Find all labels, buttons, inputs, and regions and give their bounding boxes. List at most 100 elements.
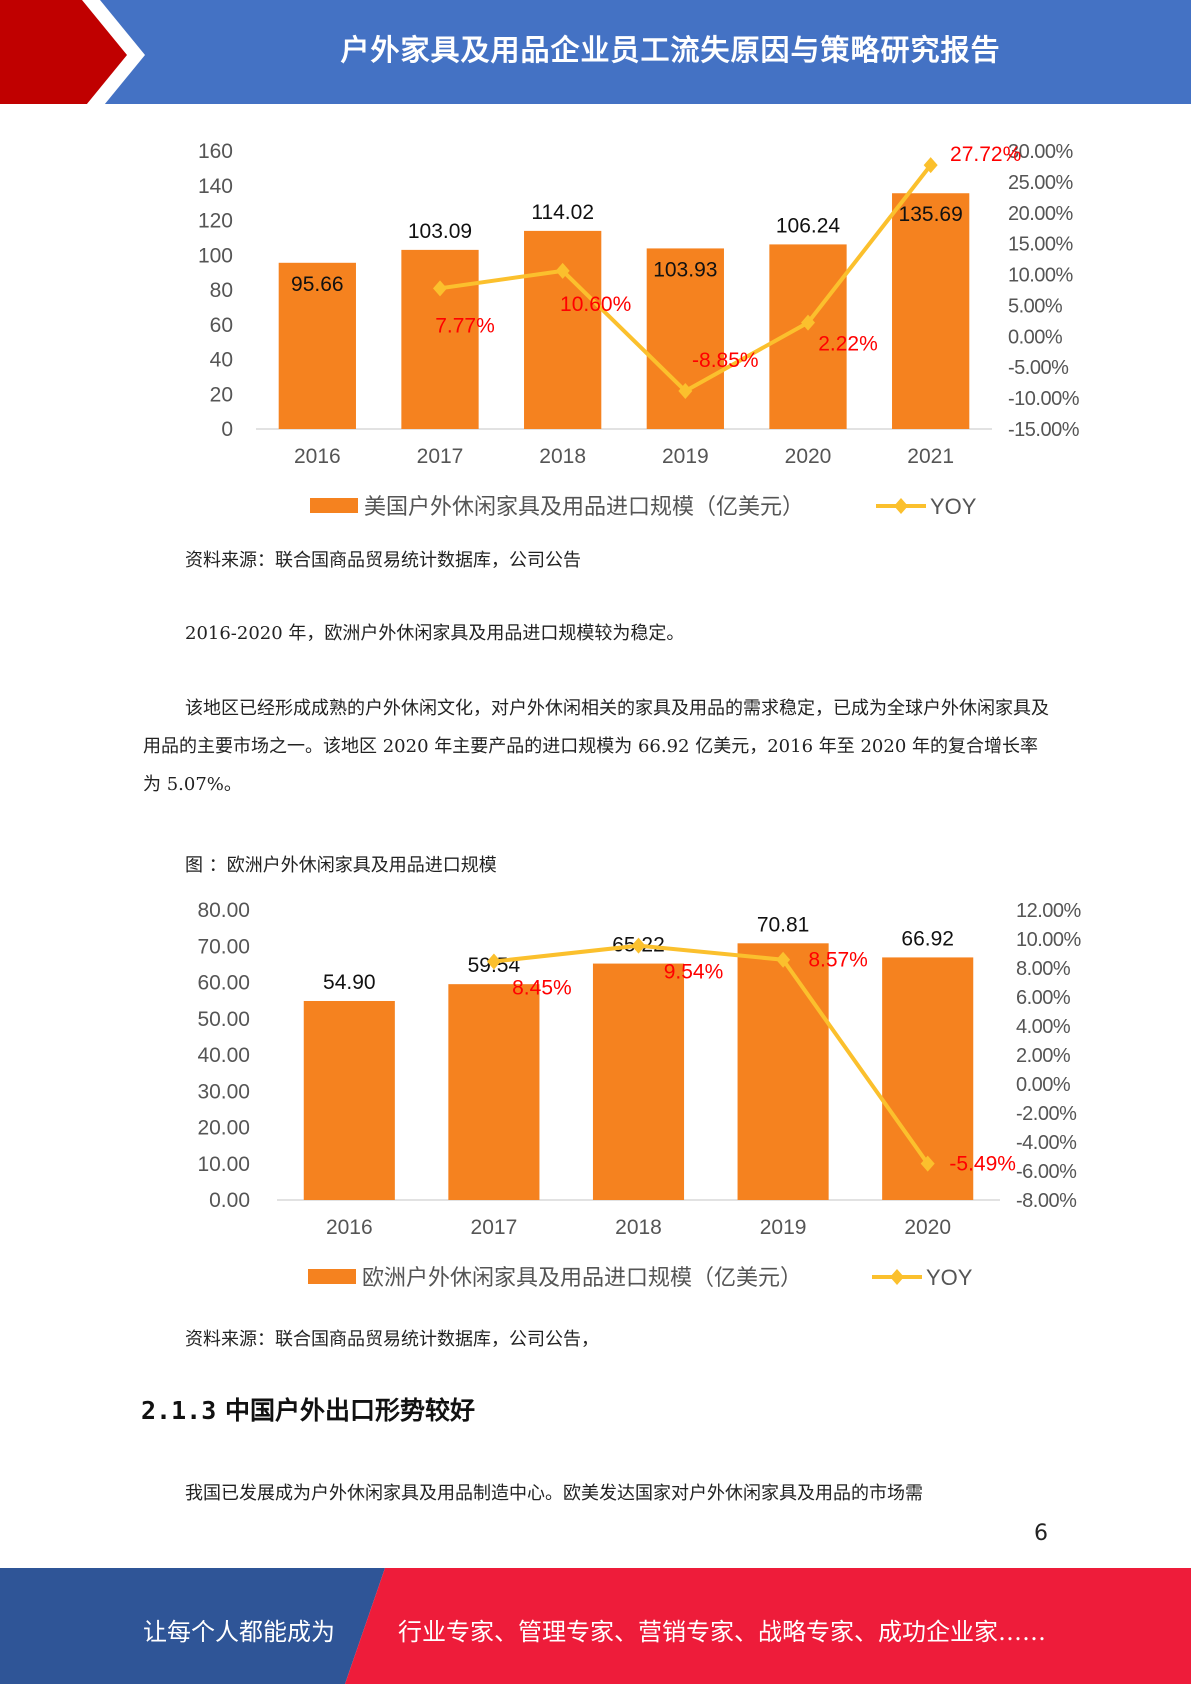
- figure-caption: 图 ：欧洲户外休闲家具及用品进口规模: [185, 855, 497, 876]
- section-title-text: 中国户外出口形势较好: [224, 1396, 475, 1425]
- paragraph-china-export: 我国已发展成为户外休闲家具及用品制造中心。欧美发达国家对户外休闲家具及用品的市场…: [185, 1483, 923, 1504]
- yoy-value-label: -5.49%: [949, 1153, 1016, 1176]
- y-right-tick-label: -15.00%: [1008, 419, 1080, 441]
- bar-2019: [737, 943, 829, 1200]
- yoy-point-marker: [486, 953, 501, 970]
- y-right-tick-label: 0.00%: [1008, 326, 1063, 348]
- y-right-tick-label: 5.00%: [1008, 295, 1063, 317]
- x-tick-label: 2019: [662, 445, 709, 468]
- y-right-tick-label: 30.00%: [1008, 141, 1074, 163]
- bar-2018: [592, 963, 685, 1200]
- y-right-tick-label: 20.00%: [1008, 203, 1074, 225]
- yoy-value-label: 2.22%: [818, 333, 878, 356]
- yoy-point-marker: [678, 383, 693, 400]
- bar-2017: [448, 984, 540, 1200]
- source-note-2: 资料来源：联合国商品贸易统计数据库，公司公告，: [185, 1329, 599, 1350]
- page-footer: [0, 1568, 1191, 1684]
- chart-us-imports-svg: 0 20 40 60 80 100 120 140 160 -15.00% -10.00% -5.00…: [198, 140, 1080, 519]
- bar-2016: [303, 1000, 395, 1200]
- y-left-tick-label: 20.00: [197, 1117, 250, 1140]
- yoy-point-marker: [923, 157, 938, 174]
- bar-value-label: 54.90: [323, 971, 376, 994]
- bar-value-label: 114.02: [531, 201, 594, 224]
- yoy-point-marker: [801, 314, 815, 331]
- x-tick-label: 2016: [326, 1216, 373, 1239]
- y-left-tick-label: 20: [210, 383, 233, 406]
- yoy-point-marker: [920, 1155, 935, 1172]
- x-tick-label: 2019: [760, 1216, 807, 1239]
- yoy-value-label: 8.45%: [512, 976, 572, 999]
- source-note-1: 资料来源：联合国商品贸易统计数据库，公司公告: [185, 550, 581, 571]
- report-title: 户外家具及用品企业员工流失原因与策略研究报告: [340, 33, 1001, 67]
- yoy-value-label: 9.54%: [664, 961, 724, 984]
- y-right-tick-label: -6.00%: [1016, 1161, 1077, 1183]
- bar-value-label: 103.93: [653, 258, 717, 281]
- legend-line-marker: [890, 1269, 904, 1285]
- y-left-tick-label: 10.00: [197, 1153, 250, 1176]
- y-right-tick-label: 0.00%: [1016, 1074, 1071, 1096]
- footer-slogan-left: 让每个人都能成为: [143, 1618, 335, 1646]
- x-tick-label: 2018: [615, 1216, 662, 1239]
- legend-bar-swatch: [308, 1269, 356, 1284]
- yoy-value-label: 10.60%: [560, 293, 631, 316]
- y-left-tick-label: 40.00: [197, 1044, 250, 1067]
- y-right-tick-label: -10.00%: [1008, 388, 1080, 410]
- yoy-point-marker: [631, 937, 646, 954]
- legend-bar-label: 美国户外休闲家具及用品进口规模（亿美元）: [364, 494, 804, 519]
- legend-bar-label: 欧洲户外休闲家具及用品进口规模（亿美元）: [362, 1265, 802, 1290]
- y-left-tick-label: 160: [198, 140, 233, 163]
- y-right-tick-label: 8.00%: [1016, 958, 1071, 980]
- y-left-tick-label: 0: [221, 418, 233, 441]
- y-left-tick-label: 60: [210, 314, 233, 337]
- chart-europe-imports-svg: 0.00 10.00 20.00 30.00 40.00 50.00 60.00 70.00 8…: [197, 899, 1082, 1290]
- y-right-tick-label: 4.00%: [1016, 1016, 1071, 1038]
- y-left-tick-label: 60.00: [197, 972, 250, 995]
- y-left-tick-label: 0.00: [209, 1189, 250, 1212]
- yoy-value-label: 27.72%: [950, 143, 1021, 166]
- y-right-tick-label: 25.00%: [1008, 172, 1074, 194]
- legend-line-marker: [894, 498, 908, 514]
- footer-slogan-right: 行业专家、管理专家、营销专家、战略专家、成功企业家……: [398, 1618, 1046, 1646]
- yoy-line: [493, 943, 930, 1165]
- y-right-tick-label: -5.00%: [1008, 357, 1069, 379]
- y-right-tick-label: 10.00%: [1008, 265, 1074, 287]
- y-left-tick-label: 40: [210, 349, 233, 372]
- y-left-tick-label: 80: [210, 279, 233, 302]
- x-tick-label: 2016: [294, 445, 341, 468]
- bar-value-label: 70.81: [757, 913, 810, 936]
- y-left-tick-label: 120: [198, 210, 233, 233]
- yoy-value-label: -8.85%: [692, 349, 759, 372]
- bar-2021: [892, 193, 970, 429]
- paragraph-europe-stable: 2016-2020 年，欧洲户外休闲家具及用品进口规模较为稳定。: [185, 623, 685, 644]
- y-right-tick-label: 10.00%: [1016, 929, 1082, 951]
- y-left-tick-label: 50.00: [197, 1008, 250, 1031]
- y-right-tick-label: -8.00%: [1016, 1190, 1077, 1212]
- y-right-tick-label: 6.00%: [1016, 987, 1071, 1009]
- section-number: 2.1.3: [141, 1396, 217, 1425]
- y-right-tick-label: 2.00%: [1016, 1045, 1071, 1067]
- header-arrow-decoration: [0, 0, 1191, 110]
- bar-value-label: 103.09: [408, 220, 472, 243]
- chart-europe-imports: 0.00 10.00 20.00 30.00 40.00 50.00 60.00 70.00 8…: [0, 890, 1191, 1300]
- bar-value-label: 66.92: [901, 927, 954, 950]
- x-tick-label: 2017: [417, 445, 464, 468]
- y-left-tick-label: 30.00: [197, 1080, 250, 1103]
- y-left-tick-label: 100: [198, 244, 233, 267]
- x-tick-label: 2021: [907, 445, 954, 468]
- bar-value-label: 95.66: [291, 273, 344, 296]
- y-left-tick-label: 140: [198, 175, 233, 198]
- section-heading: 2.1.3 中国户外出口形势较好: [141, 1391, 475, 1427]
- page-number: 6: [1034, 1521, 1048, 1546]
- bar-2017: [401, 249, 479, 429]
- y-right-tick-label: -4.00%: [1016, 1132, 1077, 1154]
- bar-2016: [278, 262, 356, 429]
- y-right-tick-label: 15.00%: [1008, 234, 1074, 256]
- legend-line-label: YOY: [930, 494, 977, 519]
- yoy-point-marker: [776, 951, 791, 968]
- bar-value-label: 106.24: [776, 214, 841, 237]
- x-tick-label: 2017: [471, 1216, 518, 1239]
- yoy-value-label: 7.77%: [435, 314, 495, 337]
- y-right-tick-label: -2.00%: [1016, 1103, 1077, 1125]
- y-left-tick-label: 80.00: [197, 899, 250, 922]
- yoy-point-marker: [555, 262, 570, 279]
